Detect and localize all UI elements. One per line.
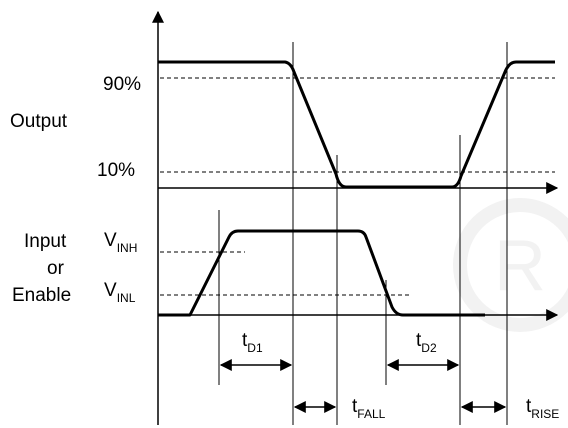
level-10-label: 10% xyxy=(97,160,135,181)
level-90-label: 90% xyxy=(103,74,141,95)
vinl-label: VINL xyxy=(104,280,136,305)
input-label: Input xyxy=(24,231,67,252)
enable-label: Enable xyxy=(12,285,71,306)
or-label: or xyxy=(47,258,65,279)
vinh-label: VINH xyxy=(104,230,137,255)
watermark-letter: R xyxy=(494,226,546,306)
input-waveform xyxy=(158,229,485,317)
watermark: R xyxy=(453,198,568,332)
td1-label: tD1 xyxy=(242,330,263,355)
trise-label: tRISE xyxy=(526,396,559,421)
td2-label: tD2 xyxy=(416,330,437,355)
output-label: Output xyxy=(10,111,68,132)
tfall-label: tFALL xyxy=(352,396,386,421)
output-waveform xyxy=(158,60,555,189)
